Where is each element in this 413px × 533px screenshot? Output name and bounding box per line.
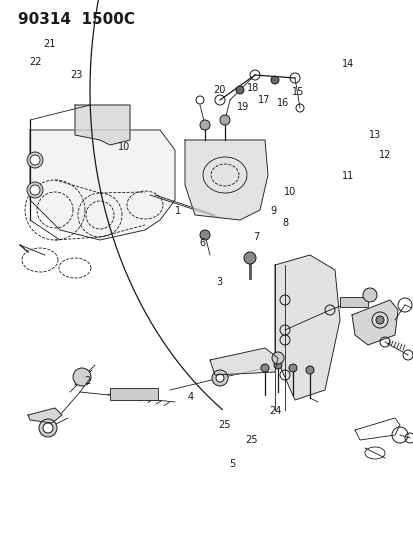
Circle shape — [273, 361, 281, 369]
Circle shape — [375, 316, 383, 324]
Text: 7: 7 — [253, 232, 259, 242]
Polygon shape — [351, 300, 397, 345]
Circle shape — [27, 182, 43, 198]
Polygon shape — [274, 255, 339, 400]
Text: 9: 9 — [270, 206, 275, 215]
Polygon shape — [75, 105, 130, 145]
Text: 16: 16 — [276, 98, 288, 108]
Text: 17: 17 — [257, 95, 269, 105]
Circle shape — [362, 288, 376, 302]
Text: 15: 15 — [291, 87, 304, 96]
Text: 21: 21 — [43, 39, 56, 49]
Circle shape — [39, 419, 57, 437]
Text: 4: 4 — [187, 392, 193, 402]
Text: 3: 3 — [216, 278, 222, 287]
Text: 2: 2 — [83, 376, 90, 386]
Circle shape — [30, 155, 40, 165]
Polygon shape — [209, 348, 277, 375]
Circle shape — [371, 312, 387, 328]
Text: 90314  1500C: 90314 1500C — [18, 12, 135, 27]
Circle shape — [235, 86, 243, 94]
Text: 14: 14 — [341, 59, 353, 69]
Circle shape — [243, 252, 255, 264]
Text: 10: 10 — [118, 142, 130, 151]
Bar — [110, 388, 158, 400]
Circle shape — [73, 368, 91, 386]
Text: 1: 1 — [175, 206, 180, 215]
Text: 10: 10 — [283, 187, 295, 197]
Polygon shape — [185, 140, 267, 220]
Text: 18: 18 — [247, 84, 259, 93]
Text: 24: 24 — [268, 407, 281, 416]
Circle shape — [305, 366, 313, 374]
Circle shape — [199, 120, 209, 130]
Circle shape — [199, 230, 209, 240]
Circle shape — [30, 185, 40, 195]
Circle shape — [219, 115, 230, 125]
Circle shape — [288, 364, 296, 372]
Text: 12: 12 — [378, 150, 390, 159]
Text: 25: 25 — [245, 435, 257, 445]
Polygon shape — [30, 130, 175, 240]
Circle shape — [211, 370, 228, 386]
Text: 5: 5 — [228, 459, 235, 469]
Circle shape — [260, 364, 268, 372]
Circle shape — [271, 76, 278, 84]
Text: 13: 13 — [368, 130, 380, 140]
Circle shape — [271, 352, 283, 364]
Text: 6: 6 — [199, 238, 205, 247]
Circle shape — [216, 374, 223, 382]
Text: 22: 22 — [29, 58, 41, 67]
Text: 11: 11 — [341, 171, 353, 181]
Text: 8: 8 — [282, 218, 288, 228]
Text: 23: 23 — [70, 70, 83, 79]
Circle shape — [43, 423, 53, 433]
Text: 25: 25 — [218, 421, 230, 430]
Text: 19: 19 — [236, 102, 249, 111]
Circle shape — [27, 152, 43, 168]
Bar — [339, 297, 367, 307]
Polygon shape — [28, 408, 62, 423]
Text: 20: 20 — [213, 85, 225, 94]
